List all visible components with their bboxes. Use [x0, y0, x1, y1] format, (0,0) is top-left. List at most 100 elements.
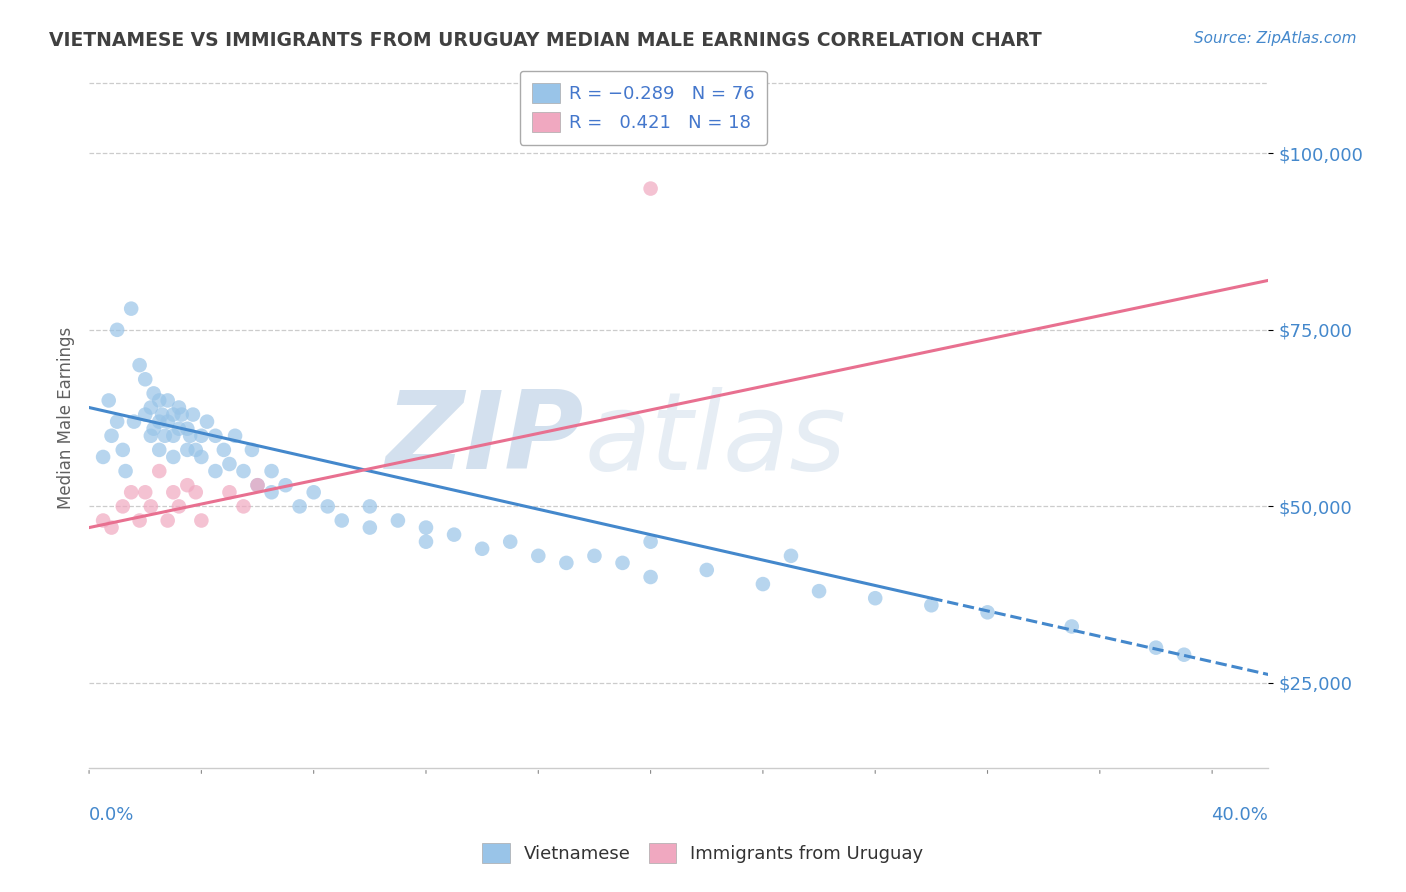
Point — [162, 408, 184, 422]
Point — [224, 429, 246, 443]
Point — [142, 422, 165, 436]
Point — [443, 527, 465, 541]
Point — [176, 478, 198, 492]
Point — [184, 442, 207, 457]
Point — [148, 415, 170, 429]
Point — [128, 514, 150, 528]
Point — [111, 442, 134, 457]
Point — [232, 464, 254, 478]
Point — [1173, 648, 1195, 662]
Point — [156, 514, 179, 528]
Y-axis label: Median Male Earnings: Median Male Earnings — [58, 327, 75, 509]
Point — [640, 570, 662, 584]
Point — [162, 485, 184, 500]
Point — [204, 464, 226, 478]
Point — [415, 520, 437, 534]
Point — [139, 500, 162, 514]
Point — [274, 478, 297, 492]
Point — [97, 393, 120, 408]
Point — [808, 584, 831, 599]
Point — [128, 358, 150, 372]
Point — [134, 408, 156, 422]
Point — [612, 556, 634, 570]
Point — [246, 478, 269, 492]
Point — [359, 500, 381, 514]
Point — [863, 591, 886, 606]
Point — [184, 485, 207, 500]
Point — [134, 485, 156, 500]
Point — [156, 393, 179, 408]
Point — [246, 478, 269, 492]
Point — [120, 485, 142, 500]
Point — [167, 422, 190, 436]
Point — [181, 408, 204, 422]
Point — [167, 401, 190, 415]
Point — [167, 500, 190, 514]
Legend: R = −0.289   N = 76, R =   0.421   N = 18: R = −0.289 N = 76, R = 0.421 N = 18 — [520, 70, 766, 145]
Point — [148, 393, 170, 408]
Point — [240, 442, 263, 457]
Point — [148, 442, 170, 457]
Text: VIETNAMESE VS IMMIGRANTS FROM URUGUAY MEDIAN MALE EARNINGS CORRELATION CHART: VIETNAMESE VS IMMIGRANTS FROM URUGUAY ME… — [49, 31, 1042, 50]
Point — [139, 429, 162, 443]
Point — [260, 464, 283, 478]
Point — [134, 372, 156, 386]
Point — [150, 408, 173, 422]
Text: ZIP: ZIP — [387, 386, 585, 492]
Point — [111, 500, 134, 514]
Point — [91, 450, 114, 464]
Point — [316, 500, 339, 514]
Point — [122, 415, 145, 429]
Point — [176, 442, 198, 457]
Point — [640, 534, 662, 549]
Point — [105, 415, 128, 429]
Point — [288, 500, 311, 514]
Point — [218, 457, 240, 471]
Point — [162, 450, 184, 464]
Point — [260, 485, 283, 500]
Point — [100, 520, 122, 534]
Point — [976, 605, 998, 619]
Point — [170, 408, 193, 422]
Point — [1060, 619, 1083, 633]
Point — [148, 464, 170, 478]
Point — [499, 534, 522, 549]
Point — [120, 301, 142, 316]
Text: atlas: atlas — [585, 386, 846, 491]
Point — [302, 485, 325, 500]
Point — [190, 514, 212, 528]
Point — [139, 401, 162, 415]
Point — [114, 464, 136, 478]
Point — [105, 323, 128, 337]
Point — [752, 577, 775, 591]
Point — [190, 450, 212, 464]
Point — [387, 514, 409, 528]
Point — [100, 429, 122, 443]
Point — [190, 429, 212, 443]
Point — [415, 534, 437, 549]
Point — [920, 599, 942, 613]
Point — [195, 415, 218, 429]
Point — [232, 500, 254, 514]
Text: 0.0%: 0.0% — [89, 806, 135, 824]
Point — [218, 485, 240, 500]
Point — [780, 549, 803, 563]
Point — [555, 556, 578, 570]
Point — [471, 541, 494, 556]
Point — [142, 386, 165, 401]
Point — [527, 549, 550, 563]
Point — [583, 549, 606, 563]
Point — [359, 520, 381, 534]
Text: Source: ZipAtlas.com: Source: ZipAtlas.com — [1194, 31, 1357, 46]
Point — [153, 429, 176, 443]
Text: 40.0%: 40.0% — [1212, 806, 1268, 824]
Point — [212, 442, 235, 457]
Point — [176, 422, 198, 436]
Point — [91, 514, 114, 528]
Point — [156, 415, 179, 429]
Point — [640, 181, 662, 195]
Point — [696, 563, 718, 577]
Point — [330, 514, 353, 528]
Legend: Vietnamese, Immigrants from Uruguay: Vietnamese, Immigrants from Uruguay — [471, 832, 935, 874]
Point — [179, 429, 201, 443]
